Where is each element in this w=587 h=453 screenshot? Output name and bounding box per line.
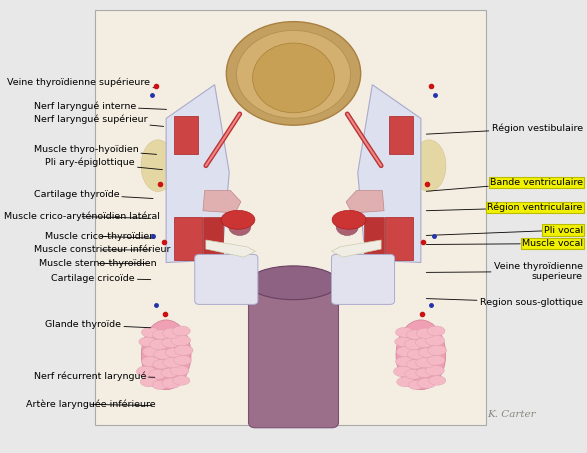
Ellipse shape (412, 140, 446, 192)
Text: Nerf laryngué interne: Nerf laryngué interne (33, 101, 167, 111)
Ellipse shape (427, 326, 445, 336)
Ellipse shape (165, 348, 183, 357)
Ellipse shape (152, 381, 168, 390)
Ellipse shape (237, 30, 350, 118)
Polygon shape (174, 116, 198, 154)
Ellipse shape (248, 266, 339, 300)
Ellipse shape (396, 357, 413, 366)
Polygon shape (206, 240, 255, 257)
Ellipse shape (397, 377, 414, 387)
Text: Bande ventriculaire: Bande ventriculaire (426, 178, 583, 191)
Text: Veine thyroïdienne
superieure: Veine thyroïdienne superieure (426, 262, 583, 281)
Ellipse shape (152, 330, 170, 339)
FancyBboxPatch shape (95, 10, 486, 424)
Ellipse shape (393, 366, 413, 377)
Ellipse shape (171, 335, 191, 346)
Polygon shape (174, 217, 202, 260)
Text: Muscle crico-aryténoïdien latéral: Muscle crico-aryténoïdien latéral (4, 212, 160, 222)
Ellipse shape (141, 328, 159, 337)
Text: Muscle constricteur inférieur: Muscle constricteur inférieur (33, 246, 170, 255)
Ellipse shape (336, 217, 358, 236)
Ellipse shape (174, 355, 191, 365)
Text: Muscle vocal: Muscle vocal (426, 239, 583, 248)
FancyBboxPatch shape (248, 277, 339, 428)
Text: Artère larynguée inférieure: Artère larynguée inférieure (26, 400, 156, 409)
Text: Pli ary-épiglottique: Pli ary-épiglottique (45, 158, 163, 169)
Ellipse shape (406, 330, 424, 339)
Text: Muscle crico-thyroïdien: Muscle crico-thyroïdien (45, 232, 156, 241)
Ellipse shape (396, 328, 413, 337)
Ellipse shape (416, 337, 433, 347)
FancyBboxPatch shape (332, 255, 394, 304)
Ellipse shape (162, 337, 180, 347)
Ellipse shape (140, 377, 158, 387)
Polygon shape (363, 217, 384, 276)
Polygon shape (346, 190, 384, 213)
Text: Glande thyroïde: Glande thyroïde (45, 320, 151, 329)
Ellipse shape (227, 22, 360, 125)
Text: Veine thyroïdienne supérieure: Veine thyroïdienne supérieure (7, 77, 155, 88)
Polygon shape (166, 85, 230, 263)
Ellipse shape (150, 339, 168, 350)
Ellipse shape (394, 337, 412, 347)
Text: Nerf récurrent laryngué: Nerf récurrent laryngué (33, 371, 155, 381)
Ellipse shape (149, 369, 167, 379)
Polygon shape (389, 116, 413, 154)
Text: Région vestibulaire: Région vestibulaire (426, 124, 583, 134)
Ellipse shape (229, 217, 251, 236)
Ellipse shape (416, 357, 436, 368)
Ellipse shape (173, 376, 190, 385)
Ellipse shape (141, 357, 159, 366)
Polygon shape (332, 240, 381, 257)
Ellipse shape (163, 357, 183, 368)
Polygon shape (357, 85, 421, 263)
Ellipse shape (417, 378, 436, 388)
Ellipse shape (154, 349, 171, 359)
Text: Cartilage cricoïde: Cartilage cricoïde (51, 274, 151, 283)
Ellipse shape (141, 320, 191, 390)
Polygon shape (385, 217, 413, 260)
Ellipse shape (252, 43, 335, 113)
Ellipse shape (418, 348, 436, 357)
Ellipse shape (396, 320, 446, 390)
Ellipse shape (143, 347, 161, 357)
Polygon shape (203, 217, 224, 276)
Text: Region sous-glottique: Region sous-glottique (426, 298, 583, 307)
Ellipse shape (396, 347, 415, 357)
Text: K. Carter: K. Carter (487, 410, 536, 419)
Polygon shape (203, 190, 241, 213)
Ellipse shape (426, 366, 444, 376)
Ellipse shape (425, 335, 445, 346)
Ellipse shape (407, 349, 425, 359)
Ellipse shape (429, 376, 446, 385)
Text: Pli vocal: Pli vocal (426, 226, 583, 236)
Ellipse shape (416, 368, 433, 377)
Ellipse shape (406, 360, 424, 369)
Ellipse shape (136, 366, 156, 377)
Ellipse shape (404, 339, 423, 350)
Ellipse shape (416, 328, 435, 338)
Text: Région ventriculaire: Région ventriculaire (426, 203, 583, 212)
Ellipse shape (139, 337, 156, 347)
Ellipse shape (405, 369, 423, 379)
Text: Muscle thyro-hyoïdien: Muscle thyro-hyoïdien (33, 145, 157, 154)
Ellipse shape (170, 366, 189, 376)
Ellipse shape (332, 210, 366, 229)
Ellipse shape (174, 345, 193, 356)
FancyBboxPatch shape (195, 255, 258, 304)
Ellipse shape (408, 381, 424, 390)
Ellipse shape (173, 326, 190, 336)
Ellipse shape (428, 345, 447, 356)
Ellipse shape (427, 355, 445, 365)
Ellipse shape (163, 328, 181, 338)
Ellipse shape (162, 378, 181, 388)
Text: Nerf laryngué supérieur: Nerf laryngué supérieur (33, 115, 164, 126)
Ellipse shape (161, 368, 178, 377)
Text: Cartilage thyroïde: Cartilage thyroïde (33, 190, 153, 198)
Ellipse shape (141, 140, 175, 192)
Text: Muscle sterno-thyroïdien: Muscle sterno-thyroïdien (39, 259, 157, 268)
Ellipse shape (221, 210, 255, 229)
Ellipse shape (153, 360, 170, 369)
